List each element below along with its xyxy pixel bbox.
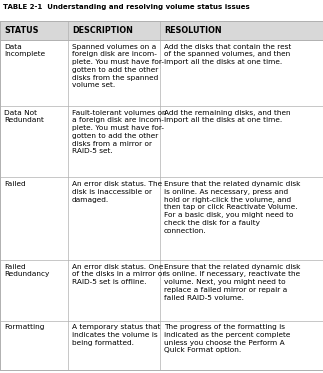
Text: An error disk status. One
of the disks in a mirror or
RAID-5 set is offline.: An error disk status. One of the disks i… [72, 264, 165, 285]
Text: Data Not
Redundant: Data Not Redundant [4, 110, 44, 123]
Text: The progress of the formatting is
indicated as the percent complete
unless you c: The progress of the formatting is indica… [164, 324, 290, 354]
Text: A temporary status that
indicates the volume is
being formatted.: A temporary status that indicates the vo… [72, 324, 161, 346]
Bar [0, 40, 323, 106]
Text: STATUS: STATUS [4, 26, 39, 35]
Bar [0, 260, 323, 320]
Bar [0, 320, 323, 370]
Text: DESCRIPTION: DESCRIPTION [72, 26, 133, 35]
Text: RESOLUTION: RESOLUTION [164, 26, 222, 35]
Text: Fault-tolerant volumes on
a foreign disk are incom-
plete. You must have for-
go: Fault-tolerant volumes on a foreign disk… [72, 110, 167, 154]
Bar [0, 178, 323, 260]
Text: TABLE 2-1  Understanding and resolving volume status issues: TABLE 2-1 Understanding and resolving vo… [3, 4, 250, 10]
Text: Ensure that the related dynamic disk
is online. As necessary, press and
hold or : Ensure that the related dynamic disk is … [164, 181, 300, 234]
Text: An error disk status. The
disk is inaccessible or
damaged.: An error disk status. The disk is inacce… [72, 181, 162, 203]
Text: Spanned volumes on a
foreign disk are incom-
plete. You must have for-
gotten to: Spanned volumes on a foreign disk are in… [72, 44, 164, 88]
Text: Add the remaining disks, and then
import all the disks at one time.: Add the remaining disks, and then import… [164, 110, 291, 123]
Text: Failed
Redundancy: Failed Redundancy [4, 264, 49, 278]
Bar [0, 21, 323, 40]
Text: Failed: Failed [4, 181, 26, 187]
Text: Data
Incomplete: Data Incomplete [4, 44, 45, 57]
Text: Formatting: Formatting [4, 324, 45, 330]
Text: Ensure that the related dynamic disk
is online. If necessary, reactivate the
vol: Ensure that the related dynamic disk is … [164, 264, 300, 301]
Text: Add the disks that contain the rest
of the spanned volumes, and then
import all : Add the disks that contain the rest of t… [164, 44, 291, 65]
Bar [0, 106, 323, 178]
